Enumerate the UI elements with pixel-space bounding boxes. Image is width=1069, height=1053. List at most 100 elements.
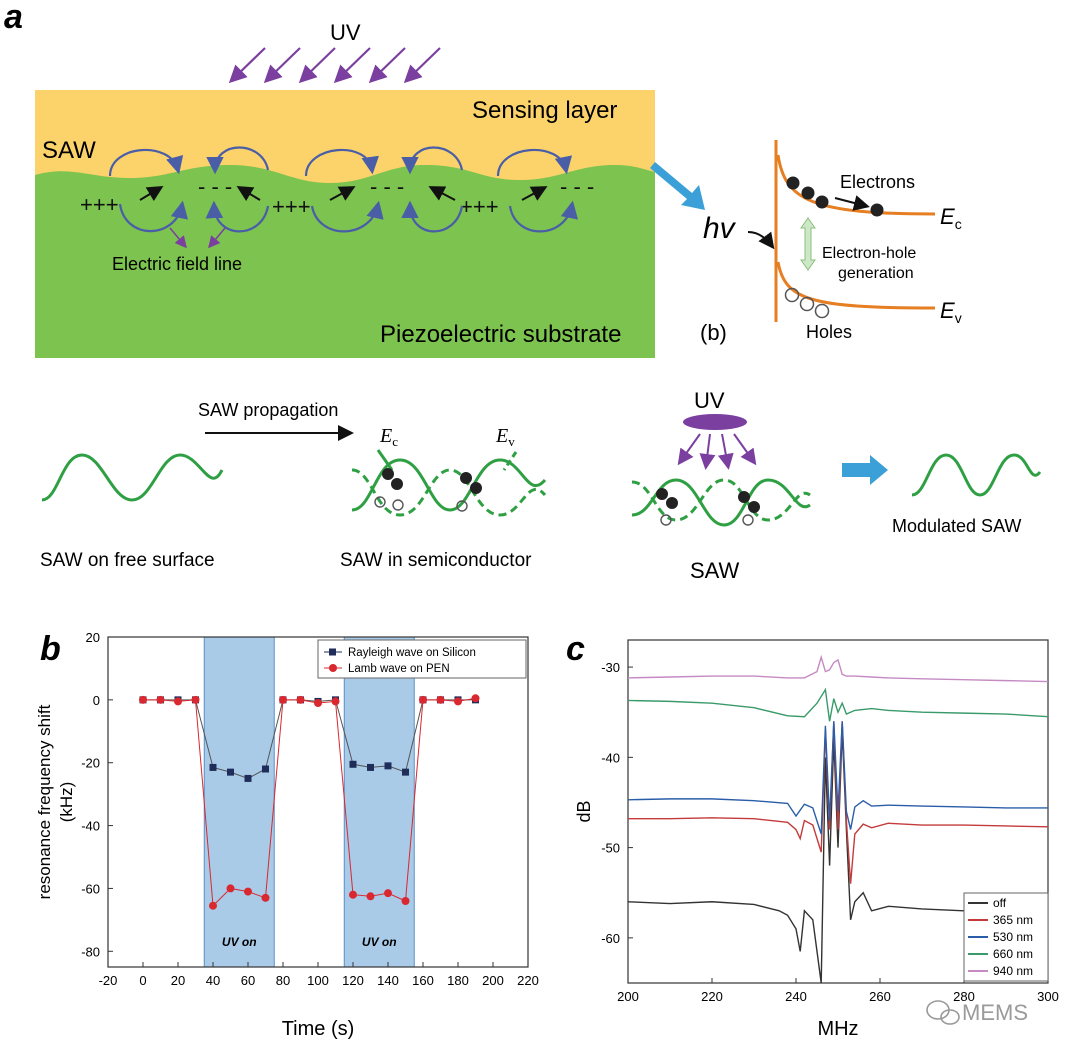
legend-label-2: 530 nm [993, 930, 1033, 944]
rayleigh-point [209, 763, 217, 771]
legend-box [963, 892, 1049, 982]
rayleigh-point [349, 760, 357, 768]
saw2-label: SAW [690, 558, 740, 583]
panel-c-label: c [566, 630, 585, 668]
rayleigh-point [314, 697, 322, 705]
lamb-point [331, 697, 340, 706]
y-tick-label: -50 [601, 841, 620, 856]
x-tick-label: 140 [377, 973, 399, 988]
x-tick-label: 200 [617, 989, 639, 1004]
spectrum-line-660-nm [628, 687, 1048, 722]
series-line-1 [143, 697, 476, 907]
svg-text:Ev: Ev [940, 298, 962, 326]
modulated-saw-wave [911, 453, 1042, 497]
lamb-point [209, 901, 217, 910]
x-tick-label: 220 [517, 973, 539, 988]
hv-label: hv [703, 212, 737, 245]
y-tick-label: 20 [86, 630, 100, 645]
y-tick-label: 0 [93, 693, 100, 708]
rayleigh-point [454, 696, 462, 704]
x-tick-label: 260 [869, 989, 891, 1004]
spectrum-line-off [628, 730, 1048, 983]
ec2-subscript: c [392, 434, 398, 449]
lamb-point [174, 697, 182, 706]
rayleigh-point [402, 768, 409, 776]
minus-charges-3: - - - [560, 174, 594, 199]
generation-label-2: generation [838, 265, 914, 282]
zoom-arrow-icon [650, 162, 705, 210]
minus-charges-2: - - - [370, 174, 404, 199]
y-tick-label: -20 [81, 756, 100, 771]
band-diagram [747, 140, 936, 322]
y-axis-label-line1: resonance frequency shift [35, 704, 54, 899]
minus-charges-1: - - - [198, 174, 232, 199]
lamb-point [401, 897, 410, 905]
plot-frame [627, 639, 1049, 984]
rayleigh-point [192, 696, 199, 704]
lamb-point [156, 695, 165, 704]
saw-label: SAW [42, 137, 96, 164]
free-surface-label: SAW on free surface [40, 550, 215, 571]
lamb-point [226, 884, 235, 893]
lamb-point [314, 699, 322, 707]
ev2-subscript: v [508, 434, 515, 449]
rayleigh-point [262, 765, 269, 773]
x-tick-label: 120 [342, 973, 364, 988]
legend-label-3: 660 nm [993, 947, 1033, 961]
x-tick-label: 180 [447, 973, 469, 988]
x-axis-label: Time (s) [282, 1018, 355, 1040]
field-direction-arrows-icon [139, 185, 548, 202]
lamb-point [366, 892, 375, 901]
ec-subscript: c [955, 216, 962, 232]
rayleigh-point [279, 696, 287, 704]
lamb-point [261, 893, 270, 902]
x-tick-label: 160 [412, 973, 434, 988]
y-tick-label: -80 [81, 944, 100, 959]
y-tick-label: -30 [601, 660, 620, 675]
generation-label-1: Electron-hole [822, 245, 916, 262]
x-tick-label: 0 [139, 973, 146, 988]
x-tick-label: 40 [206, 973, 220, 988]
x-tick-label: 100 [307, 973, 329, 988]
plot-frame [107, 636, 529, 968]
legend-label-1: 365 nm [993, 913, 1033, 927]
y-axis-label-line2: (kHz) [57, 782, 76, 823]
wechat-logo-icon [926, 1000, 960, 1025]
uv-label: UV [330, 20, 361, 45]
y-axis-label: dB [574, 800, 594, 822]
series-line-0 [143, 699, 476, 779]
lamb-point [436, 695, 445, 704]
uv-on-label-2: UV on [362, 935, 397, 949]
rayleigh-point [384, 762, 392, 770]
panel-a-label: a [4, 0, 23, 36]
lamb-point [244, 887, 252, 896]
svg-text:Ec: Ec [379, 425, 398, 449]
x-axis-label: MHz [817, 1018, 858, 1040]
rayleigh-point [437, 696, 444, 704]
svg-text:Ec: Ec [940, 204, 962, 232]
subpanel-b-label: (b) [700, 320, 727, 345]
field-line-arrows-icon [108, 146, 579, 233]
legend-label-0: Rayleigh wave on Silicon [348, 647, 476, 659]
ec-symbol: E [940, 204, 955, 229]
lamb-point [191, 695, 200, 704]
field-line-label: Electric field line [112, 254, 242, 274]
modulation-arrow-icon [842, 455, 888, 485]
panel-b-label: b [40, 630, 61, 668]
legend-box [317, 639, 527, 679]
spectrum-line-530-nm [628, 721, 1048, 835]
y-tick-label: -60 [601, 931, 620, 946]
semiconductor-wave [351, 449, 547, 517]
uv-saw-wave [631, 478, 811, 527]
uv-rays-icon [677, 433, 757, 470]
x-tick-label: 300 [1037, 989, 1059, 1004]
field-line-pointers-icon [169, 227, 226, 249]
free-saw-wave [41, 453, 224, 502]
rayleigh-point [174, 696, 182, 704]
uv-on-region-1 [203, 636, 275, 968]
legend-label-4: 940 nm [993, 964, 1033, 978]
substrate-label: Piezoelectric substrate [380, 321, 621, 348]
x-tick-label: 60 [241, 973, 255, 988]
ev-symbol: E [940, 298, 955, 323]
x-tick-label: 280 [953, 989, 975, 1004]
